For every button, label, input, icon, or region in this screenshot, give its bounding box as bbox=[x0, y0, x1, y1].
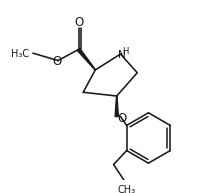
Text: N: N bbox=[118, 50, 125, 60]
Polygon shape bbox=[115, 96, 118, 117]
Text: O: O bbox=[118, 112, 127, 125]
Text: CH₃: CH₃ bbox=[118, 185, 136, 193]
Text: H₃C: H₃C bbox=[11, 49, 29, 59]
Polygon shape bbox=[77, 48, 96, 70]
Text: O: O bbox=[53, 55, 62, 68]
Text: O: O bbox=[75, 16, 84, 29]
Text: H: H bbox=[122, 47, 128, 56]
